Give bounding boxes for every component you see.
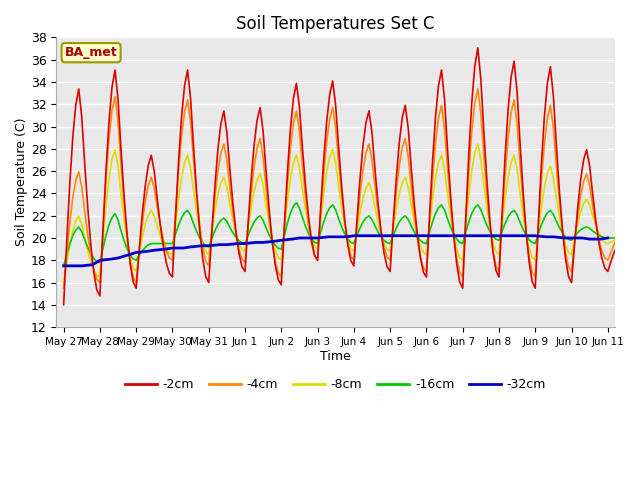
Title: Soil Temperatures Set C: Soil Temperatures Set C	[236, 15, 435, 33]
Y-axis label: Soil Temperature (C): Soil Temperature (C)	[15, 118, 28, 247]
Legend: -2cm, -4cm, -8cm, -16cm, -32cm: -2cm, -4cm, -8cm, -16cm, -32cm	[120, 373, 551, 396]
Text: BA_met: BA_met	[65, 46, 118, 59]
X-axis label: Time: Time	[321, 349, 351, 363]
